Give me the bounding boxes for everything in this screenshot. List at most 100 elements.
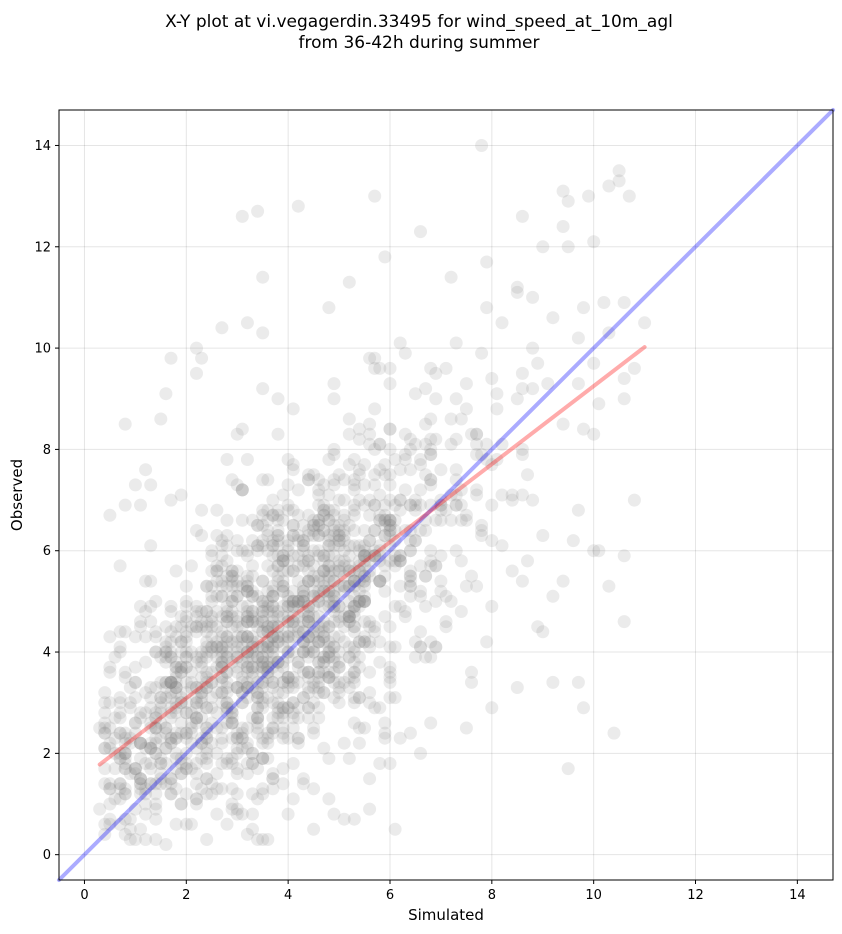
scatter-point: [332, 660, 346, 674]
scatter-point: [256, 640, 270, 654]
scatter-point: [373, 655, 387, 669]
scatter-point: [281, 645, 295, 659]
scatter-point: [123, 812, 137, 826]
scatter-point: [149, 711, 163, 725]
scatter-point: [480, 635, 494, 649]
scatter-point: [256, 681, 270, 694]
scatter-point: [251, 711, 265, 725]
scatter-point: [322, 301, 336, 315]
scatter-point: [256, 615, 270, 629]
scatter-point: [393, 554, 407, 568]
scatter-point: [368, 189, 382, 203]
scatter-point: [179, 660, 193, 674]
scatter-point: [434, 513, 448, 527]
scatter-point: [240, 569, 254, 583]
scatter-point: [444, 270, 458, 284]
scatter-point: [169, 681, 183, 694]
scatter-point: [276, 513, 290, 527]
scatter-point: [210, 564, 224, 578]
scatter-point: [144, 762, 158, 776]
scatter-point: [205, 777, 219, 791]
scatter-point: [475, 529, 489, 542]
scatter-point: [383, 518, 397, 532]
scatter-point: [261, 736, 275, 750]
scatter-point: [342, 751, 356, 765]
scatter-point: [312, 473, 326, 487]
scatter-point: [276, 564, 290, 578]
scatter-point: [266, 681, 280, 694]
scatter-point: [215, 655, 229, 669]
scatter-point: [439, 589, 453, 603]
scatter-point: [210, 746, 224, 760]
scatter-point: [317, 620, 331, 634]
scatter-point: [307, 645, 321, 659]
scatter-point: [159, 620, 173, 634]
scatter-point: [424, 432, 438, 446]
scatter-point: [230, 564, 244, 578]
scatter-point: [296, 518, 310, 532]
scatter-point: [149, 746, 163, 760]
scatter-point: [307, 630, 321, 644]
scatter-point: [526, 493, 540, 507]
scatter-point: [281, 645, 295, 659]
scatter-point: [337, 675, 351, 689]
scatter-point: [577, 422, 590, 436]
scatter-point: [240, 721, 254, 735]
scatter-point: [159, 757, 173, 770]
scatter-point: [230, 746, 244, 760]
scatter-point: [322, 503, 336, 517]
scatter-point: [347, 691, 361, 705]
scatter-point: [347, 473, 361, 487]
scatter-point: [169, 681, 183, 694]
scatter-point: [195, 660, 209, 674]
scatter-point: [149, 833, 163, 846]
scatter-point: [495, 539, 509, 553]
scatter-point: [169, 762, 183, 776]
scatter-point: [128, 767, 142, 781]
scatter-point: [408, 635, 422, 649]
scatter-point: [164, 675, 178, 689]
scatter-point: [215, 731, 229, 745]
scatter-point: [271, 655, 285, 669]
scatter-point: [240, 645, 254, 659]
scatter-point: [587, 235, 601, 249]
scatter-point: [220, 681, 234, 694]
scatter-point: [337, 559, 351, 573]
scatter-point: [373, 513, 387, 527]
scatter-point: [317, 686, 331, 700]
scatter-point: [363, 534, 377, 548]
scatter-point: [271, 559, 285, 573]
scatter-point: [281, 498, 295, 512]
scatter-point: [459, 402, 473, 416]
scatter-point: [251, 691, 265, 705]
scatter-point: [286, 696, 300, 710]
scatter-point: [383, 665, 397, 679]
scatter-point: [220, 645, 234, 659]
scatter-point: [235, 731, 249, 745]
scatter-point: [103, 630, 117, 644]
scatter-point: [164, 706, 178, 720]
scatter-point: [195, 782, 209, 796]
regression-line: [97, 345, 647, 767]
scatter-point: [317, 549, 331, 563]
scatter-point: [240, 630, 254, 644]
scatter-point: [251, 544, 265, 558]
scatter-point: [342, 650, 356, 664]
scatter-point: [251, 716, 265, 730]
scatter-point: [113, 817, 127, 831]
scatter-point: [281, 670, 295, 684]
scatter-point: [322, 792, 336, 806]
scatter-point: [139, 757, 153, 770]
scatter-point: [103, 812, 117, 826]
scatter-point: [139, 797, 153, 811]
scatter-point: [342, 518, 356, 532]
scatter-point: [414, 458, 427, 472]
scatter-point: [266, 782, 280, 796]
scatter-point: [470, 427, 484, 441]
scatter-point: [434, 503, 448, 517]
scatter-point: [515, 382, 529, 396]
scatter-point: [251, 615, 265, 629]
scatter-point: [363, 437, 377, 451]
scatter-point: [383, 529, 397, 542]
scatter-point: [200, 650, 214, 664]
